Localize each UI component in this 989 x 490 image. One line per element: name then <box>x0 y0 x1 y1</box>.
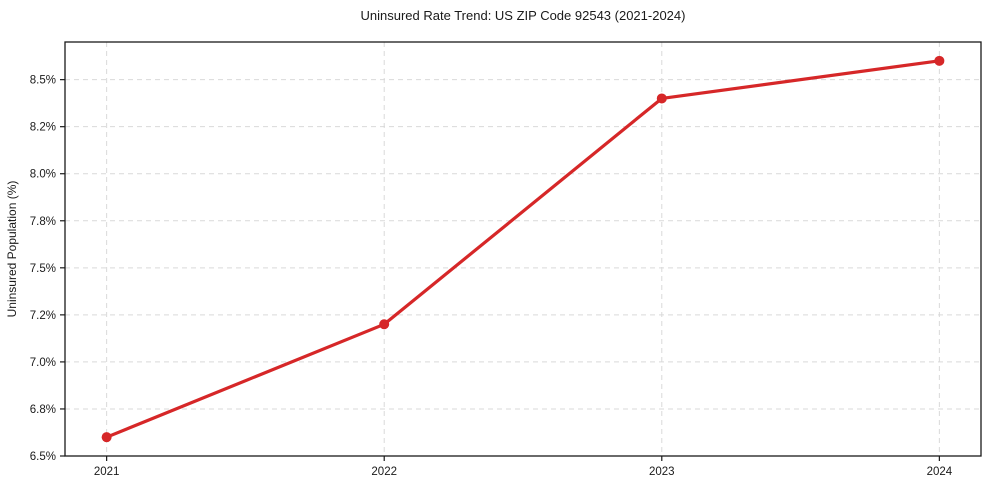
y-tick-label: 6.8% <box>30 404 56 416</box>
trend-line <box>105 59 941 439</box>
y-tick-label: 8.0% <box>30 169 56 181</box>
chart-title: Uninsured Rate Trend: US ZIP Code 92543 … <box>360 8 686 23</box>
data-point-marker <box>656 93 667 104</box>
y-tick-label: 6.5% <box>30 451 56 463</box>
x-tick-label: 2021 <box>94 466 120 478</box>
y-tick-label: 7.5% <box>30 263 56 275</box>
x-tick-label: 2023 <box>649 466 675 478</box>
x-tick-label: 2022 <box>371 466 397 478</box>
data-point-marker <box>379 319 390 330</box>
data-point-marker <box>934 55 945 66</box>
plot-frame <box>64 41 982 457</box>
y-tick-label: 7.8% <box>30 216 56 228</box>
y-tick-label: 8.2% <box>30 122 56 134</box>
y-tick-label: 8.5% <box>30 75 56 87</box>
y-tick-label: 7.0% <box>30 357 56 369</box>
y-tick-label: 7.2% <box>30 310 56 322</box>
data-point-marker <box>101 432 112 443</box>
x-tick-label: 2024 <box>927 466 953 478</box>
